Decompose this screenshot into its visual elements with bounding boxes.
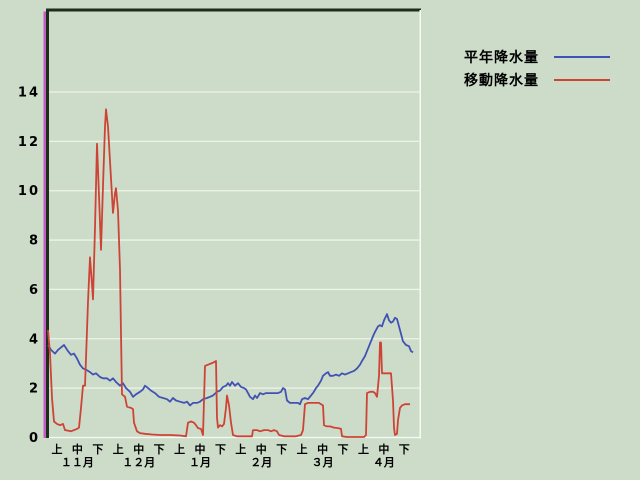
legend-item-moving: 移動降水量 <box>464 68 610 91</box>
series-line-normal <box>47 313 414 407</box>
x-axis-month-label: １２月 <box>122 456 155 469</box>
y-axis-tick-label: 12 <box>18 135 40 150</box>
legend: 平年降水量 移動降水量 <box>464 45 610 91</box>
axis-accent-strip <box>43 11 46 438</box>
y-axis-tick-label: 8 <box>29 234 40 249</box>
plot-border-left <box>46 8 49 438</box>
x-axis-month-label: ３月 <box>312 456 334 469</box>
y-axis-tick-label: 0 <box>29 431 40 446</box>
x-axis-period-label: 下 <box>92 443 103 456</box>
legend-label-moving: 移動降水量 <box>464 71 539 88</box>
x-axis-period-label: 上 <box>113 442 124 456</box>
x-axis-period-label: 下 <box>276 443 287 456</box>
y-axis-tick-label: 6 <box>29 283 40 298</box>
x-axis-month-label: ４月 <box>373 456 395 469</box>
x-axis-month-label: １１月 <box>61 456 94 469</box>
x-axis-period-label: 上 <box>174 442 185 456</box>
y-axis-tick-label: 2 <box>29 382 40 397</box>
plot-frame <box>43 8 421 439</box>
x-axis-labels: 上中下１１月上中下１２月上中下１月上中下２月上中下３月上中下４月 <box>52 442 410 469</box>
x-axis-period-label: 中 <box>195 442 206 456</box>
y-axis-tick-label: 14 <box>18 86 40 101</box>
plot-border-top <box>46 8 421 12</box>
x-axis-period-label: 中 <box>72 442 83 456</box>
x-axis-period-label: 下 <box>154 443 165 456</box>
x-axis-period-label: 下 <box>338 443 349 456</box>
x-axis-month-label: １月 <box>189 456 211 469</box>
x-axis-period-label: 上 <box>297 442 308 456</box>
x-axis-period-label: 中 <box>133 442 144 456</box>
x-axis-month-label: ２月 <box>250 456 272 469</box>
x-axis-period-label: 下 <box>399 443 410 456</box>
y-axis-tick-label: 4 <box>29 332 40 347</box>
x-axis-period-label: 下 <box>215 443 226 456</box>
plot-border-right <box>419 10 421 439</box>
x-axis-period-label: 中 <box>378 442 389 456</box>
series-line-moving <box>47 108 410 438</box>
y-axis-labels: 0 2 4 6 8 10 12 14 <box>18 86 40 447</box>
legend-line-sample-moving <box>554 78 610 81</box>
x-axis-period-label: 上 <box>235 442 246 456</box>
legend-label-normal: 平年降水量 <box>464 48 539 65</box>
x-axis-period-label: 中 <box>317 442 328 456</box>
y-axis-tick-label: 10 <box>18 184 40 199</box>
legend-line-sample-normal <box>554 55 610 58</box>
plot-series <box>47 108 414 438</box>
x-axis-period-label: 中 <box>256 442 267 456</box>
x-axis-period-label: 上 <box>358 442 369 456</box>
legend-item-normal: 平年降水量 <box>464 45 610 68</box>
x-axis-period-label: 上 <box>52 442 63 456</box>
